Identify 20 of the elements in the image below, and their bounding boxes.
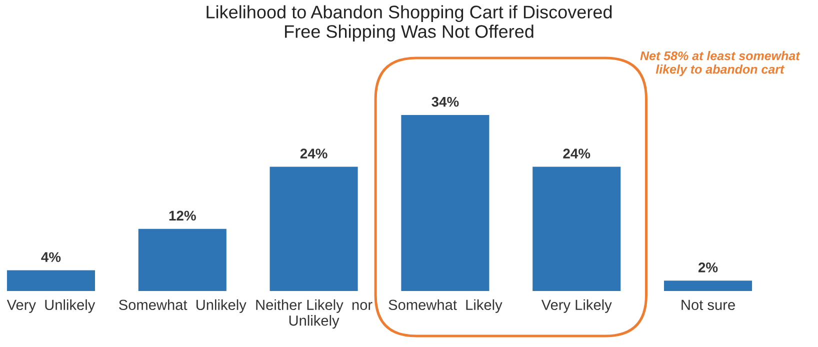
bar — [6, 270, 96, 291]
data-label: 24% — [300, 148, 328, 158]
bar — [270, 166, 358, 291]
x-tick-label: Neither Likely nor Unlikely — [256, 299, 372, 329]
text: Net 58% at least somewhat likely to abandon cart — [640, 51, 800, 76]
bar — [532, 166, 621, 291]
data-label: 4% — [41, 252, 61, 262]
x-tick-label: Very Unlikely — [6, 299, 96, 313]
x-tick-label: Somewhat Likely — [388, 299, 502, 313]
data-label: 34% — [432, 96, 459, 107]
data-label: 2% — [698, 262, 718, 272]
x-tick-label: Very Likely — [541, 299, 612, 313]
bar — [664, 280, 752, 291]
bar — [138, 228, 226, 291]
data-label: 24% — [563, 148, 590, 158]
bar — [401, 115, 490, 291]
chart-title: Likelihood to Abandon Shopping Cart if Discovered Free Shipping Was Not Offered — [206, 5, 612, 42]
x-tick-label: Not sure — [682, 300, 735, 310]
data-label: 12% — [169, 210, 196, 221]
x-tick-label: Somewhat Unlikely — [119, 299, 246, 313]
